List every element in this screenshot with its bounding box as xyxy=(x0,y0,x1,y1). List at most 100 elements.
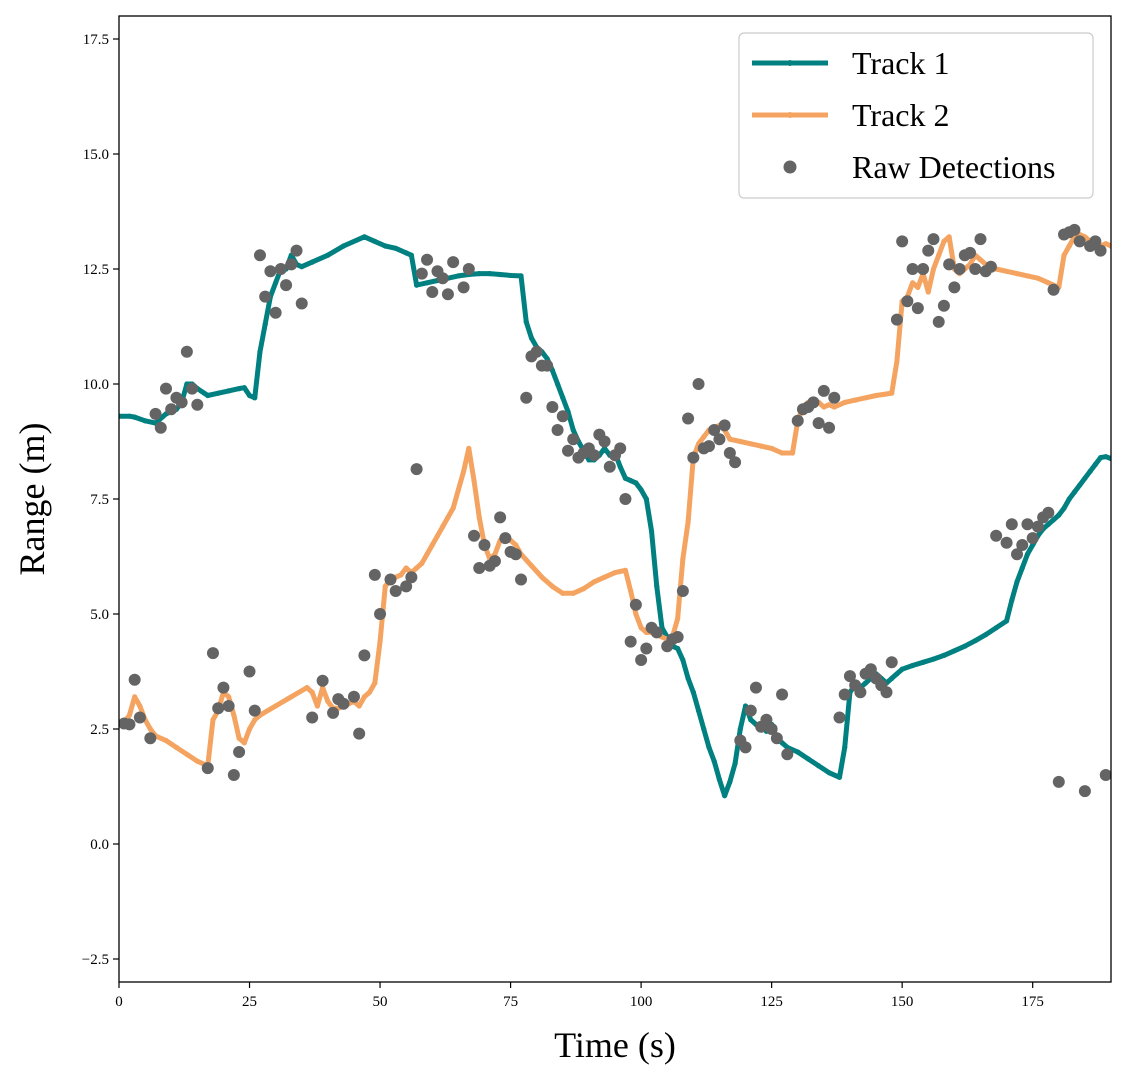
track-1-point xyxy=(1045,521,1051,527)
raw-detection-point xyxy=(316,674,329,687)
raw-detection-point xyxy=(765,723,778,735)
raw-detection-point xyxy=(718,419,731,432)
raw-detection-point xyxy=(515,573,528,586)
track-2-point xyxy=(377,639,383,645)
track-2-point xyxy=(628,588,634,594)
track-1-point xyxy=(414,282,420,288)
track-1-point xyxy=(628,478,634,484)
track-2-point xyxy=(434,533,441,539)
track-2-point xyxy=(977,257,984,263)
raw-detection-point xyxy=(629,598,642,611)
raw-detection-point xyxy=(624,635,637,648)
track-1-point xyxy=(638,487,644,493)
raw-detection-point xyxy=(159,382,172,395)
track-1-point xyxy=(711,758,717,764)
track-1-point xyxy=(1103,454,1109,460)
x-tick-label: 175 xyxy=(1021,994,1044,1010)
y-axis: −2.5 0.0 2.5 5.0 7.5 10.0 12.5 15.0 17.5 xyxy=(82,32,119,968)
raw-detection-point xyxy=(1005,518,1018,531)
x-tick-label: 150 xyxy=(891,994,914,1010)
track-1-point xyxy=(1056,512,1062,518)
y-tick-label: 10.0 xyxy=(83,377,109,393)
raw-detection-point xyxy=(896,235,909,248)
track-1-point xyxy=(1071,489,1078,495)
raw-detection-point xyxy=(812,417,825,430)
raw-detection-point xyxy=(614,442,627,455)
track-1-point xyxy=(685,675,691,682)
track-1-point xyxy=(805,756,811,762)
track-2-point xyxy=(126,712,133,718)
raw-detection-point xyxy=(953,263,966,275)
track-2-point xyxy=(1003,268,1010,274)
raw-detection-point xyxy=(864,663,877,676)
raw-detection-point xyxy=(154,421,167,434)
track-1-point xyxy=(325,252,331,258)
raw-detection-point xyxy=(415,267,428,280)
track-2-point xyxy=(367,689,373,695)
track-2-point xyxy=(1061,252,1067,258)
raw-detection-point xyxy=(358,649,371,662)
plot-marks xyxy=(119,223,1111,799)
track-1-point xyxy=(836,774,843,780)
raw-detection-point xyxy=(885,656,898,669)
track-2-point xyxy=(288,694,294,700)
raw-detection-point xyxy=(1042,506,1055,519)
track-2-point xyxy=(382,583,388,590)
track-2-point xyxy=(789,450,796,456)
raw-detection-point xyxy=(974,233,987,246)
y-tick-label: 0.0 xyxy=(90,837,109,853)
raw-detection-point xyxy=(149,407,162,420)
track-1-point xyxy=(1050,517,1057,523)
raw-detection-point xyxy=(144,732,157,745)
raw-detection-point xyxy=(447,256,460,269)
x-tick-label: 125 xyxy=(760,994,783,1010)
raw-detection-point xyxy=(264,265,277,278)
track-1-point xyxy=(126,413,133,419)
track-1-point xyxy=(716,777,723,783)
track-1-point xyxy=(889,675,895,682)
track-1-point xyxy=(680,657,686,663)
raw-detection-point xyxy=(828,391,841,404)
raw-detection-point xyxy=(932,315,945,328)
track-1-point xyxy=(972,638,978,644)
raw-detection-point xyxy=(1078,785,1091,798)
raw-detection-point xyxy=(426,286,439,298)
track-1-point xyxy=(528,335,535,341)
track-2-point xyxy=(226,694,232,700)
y-tick-label: −2.5 xyxy=(82,952,109,968)
raw-detection-point xyxy=(269,306,282,319)
track-1-point xyxy=(487,271,493,277)
raw-detection-point xyxy=(838,688,851,701)
track-2-point xyxy=(930,266,937,272)
track-2-point xyxy=(210,717,216,723)
track-1-point xyxy=(393,245,399,251)
track-1-point xyxy=(617,464,623,470)
y-tick-label: 7.5 xyxy=(90,492,109,508)
raw-detection-point xyxy=(817,384,830,397)
track-1-point xyxy=(518,273,524,279)
track-1-point xyxy=(262,321,268,327)
raw-detection-point xyxy=(206,647,219,660)
track-2-point xyxy=(273,703,279,709)
x-axis: 0 25 50 75 100 125 150 175 xyxy=(115,982,1044,1010)
raw-detection-point xyxy=(201,762,214,775)
track-2-point xyxy=(460,468,467,474)
track-2-point xyxy=(429,542,435,548)
raw-detection-point xyxy=(494,511,507,524)
raw-detection-point xyxy=(347,690,360,703)
track-2-point xyxy=(570,590,576,596)
track-2-point xyxy=(466,445,472,451)
track-2-point xyxy=(863,395,869,401)
track-2-point xyxy=(528,563,535,569)
raw-detection-point xyxy=(640,642,653,655)
raw-detection-point xyxy=(248,704,261,717)
raw-detection-point xyxy=(530,345,543,358)
raw-detection-point xyxy=(1073,235,1086,248)
raw-detection-point xyxy=(964,246,977,259)
raw-detection-point xyxy=(692,378,705,390)
raw-detection-point xyxy=(217,681,230,694)
raw-detection-point xyxy=(436,272,449,285)
track-2-point xyxy=(638,625,644,631)
track-2-point xyxy=(633,611,639,617)
track-1-point xyxy=(690,689,696,695)
